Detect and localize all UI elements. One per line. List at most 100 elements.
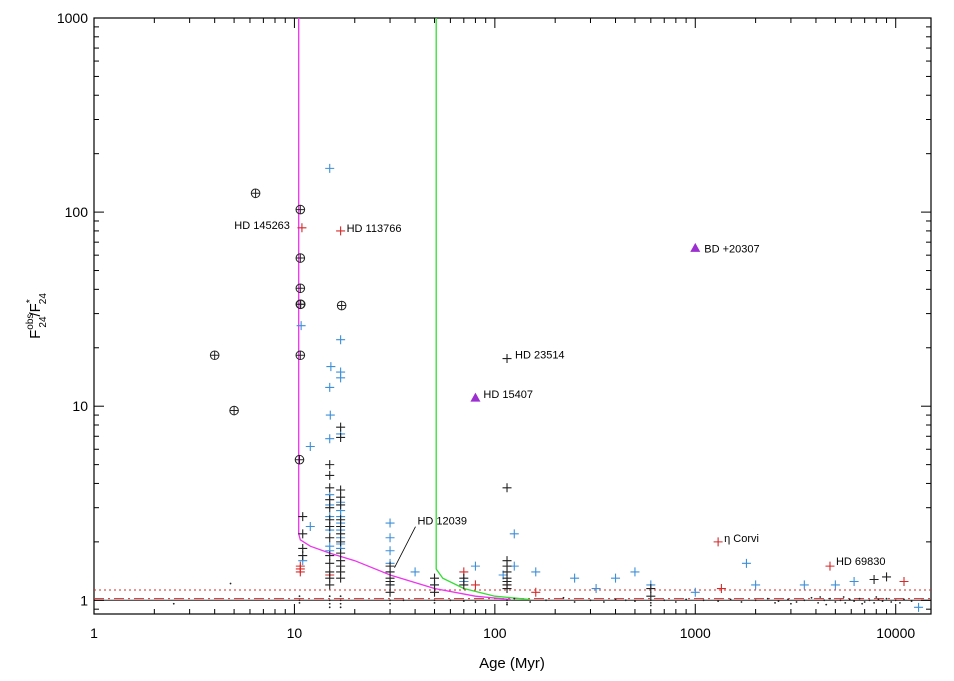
dot-marker xyxy=(819,596,822,598)
dot-marker xyxy=(649,604,652,607)
plus-marker xyxy=(336,335,346,345)
dot-marker xyxy=(829,597,831,600)
dot-marker xyxy=(506,599,508,602)
x-tick-label: 10 xyxy=(287,625,303,641)
plus-marker xyxy=(336,500,346,510)
dot-marker xyxy=(685,598,688,601)
plus-marker xyxy=(570,573,580,583)
dot-marker xyxy=(810,596,813,599)
plus-marker xyxy=(336,422,346,432)
axis-ticks: 1 10 100 1000 10000 1 10 100 1000 xyxy=(57,10,931,641)
dot-marker xyxy=(389,602,391,605)
plus-marker xyxy=(869,574,879,584)
plus-marker xyxy=(325,163,335,173)
dot-marker xyxy=(433,599,436,602)
annotation-leader-line xyxy=(394,526,416,568)
dot-marker xyxy=(844,601,847,604)
plus-marker xyxy=(591,584,601,594)
circle-plus-marker xyxy=(209,350,220,361)
plus-marker xyxy=(690,587,700,597)
dot-marker xyxy=(787,598,789,601)
plus-marker xyxy=(325,533,335,543)
y-label-base1: F xyxy=(27,330,44,339)
plus-marker xyxy=(611,573,621,583)
dot-marker xyxy=(328,599,331,602)
plus-marker xyxy=(325,551,335,561)
plus-marker xyxy=(502,584,512,594)
dot-marker xyxy=(328,606,331,609)
plus-marker xyxy=(336,537,346,547)
dot-marker xyxy=(790,602,792,605)
plus-marker xyxy=(297,223,307,233)
dot-marker xyxy=(795,601,798,603)
plus-marker xyxy=(296,321,306,331)
dot-marker xyxy=(474,601,477,603)
dot-marker xyxy=(649,599,652,602)
dot-marker xyxy=(702,599,705,602)
circle-plus-marker xyxy=(295,204,306,215)
dot-marker xyxy=(649,601,652,604)
annotation-label: BD +20307 xyxy=(704,243,759,255)
plus-marker xyxy=(325,410,335,420)
plus-marker xyxy=(325,470,335,480)
dot-marker xyxy=(873,601,875,604)
plus-marker xyxy=(305,522,315,532)
model-curve-2 xyxy=(435,18,531,601)
plus-marker xyxy=(741,558,751,568)
dot-marker xyxy=(842,596,845,598)
plus-marker xyxy=(336,573,346,583)
plus-marker xyxy=(799,580,809,590)
plus-marker xyxy=(305,441,315,451)
annotations: HD 145263 HD 113766 BD +20307 HD 23514 HD 15… xyxy=(234,220,885,568)
dot-marker xyxy=(298,595,301,598)
y-tick-label: 100 xyxy=(65,204,89,220)
dot-marker xyxy=(766,597,769,600)
plus-marker xyxy=(470,561,480,571)
dot-marker xyxy=(674,601,677,603)
dot-marker xyxy=(894,599,897,602)
plus-marker xyxy=(325,434,335,444)
dot-marker xyxy=(389,599,391,602)
plus-marker xyxy=(385,533,395,543)
dot-marker xyxy=(462,600,465,603)
dot-marker xyxy=(717,600,720,603)
dot-marker xyxy=(863,601,866,603)
dot-marker xyxy=(875,596,878,598)
plus-marker xyxy=(326,362,336,372)
plus-marker xyxy=(325,483,335,493)
data-points xyxy=(172,163,924,612)
dot-marker xyxy=(774,601,776,604)
plus-marker xyxy=(899,576,909,586)
plus-marker xyxy=(531,587,541,597)
dot-marker xyxy=(834,601,837,603)
plus-marker xyxy=(914,602,924,612)
plus-marker xyxy=(502,483,512,493)
plus-marker xyxy=(336,226,346,236)
dot-marker xyxy=(877,598,880,601)
plus-marker xyxy=(295,567,305,577)
plus-marker xyxy=(531,567,541,577)
dot-marker xyxy=(513,597,516,600)
dot-marker xyxy=(545,599,547,602)
dot-marker xyxy=(433,601,436,604)
plus-marker xyxy=(298,512,308,522)
plus-marker xyxy=(336,548,346,558)
reference-lines xyxy=(94,589,931,601)
dot-marker xyxy=(868,599,871,602)
dot-marker xyxy=(754,599,757,602)
dot-marker xyxy=(777,600,780,603)
dot-marker xyxy=(602,601,605,603)
x-tick-label: 100 xyxy=(483,625,507,641)
triangle-marker xyxy=(690,242,701,252)
dot-marker xyxy=(803,599,806,602)
plus-marker xyxy=(825,561,835,571)
y-label-sup2: * xyxy=(25,299,36,303)
plus-marker xyxy=(385,546,395,556)
dot-marker xyxy=(172,602,175,605)
plus-marker xyxy=(298,551,308,561)
dot-marker xyxy=(848,598,851,601)
plus-marker xyxy=(336,373,346,383)
x-tick-label: 1 xyxy=(90,625,98,641)
dot-marker xyxy=(573,601,576,603)
